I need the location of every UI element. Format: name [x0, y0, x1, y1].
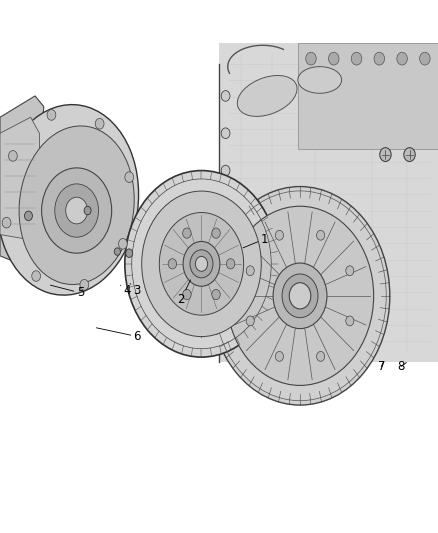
Circle shape [328, 52, 339, 65]
Polygon shape [298, 43, 438, 149]
Circle shape [42, 168, 112, 253]
Ellipse shape [0, 104, 138, 295]
Circle shape [221, 325, 230, 336]
Circle shape [80, 279, 89, 290]
Circle shape [84, 206, 91, 215]
Circle shape [183, 241, 220, 286]
Ellipse shape [237, 76, 297, 116]
Circle shape [380, 148, 391, 161]
Circle shape [306, 52, 316, 65]
Circle shape [55, 184, 99, 237]
Circle shape [420, 52, 430, 65]
Circle shape [246, 316, 254, 326]
Circle shape [351, 52, 362, 65]
Circle shape [346, 316, 354, 326]
Circle shape [183, 289, 191, 300]
Text: 4: 4 [120, 284, 131, 297]
Circle shape [190, 250, 213, 278]
Circle shape [212, 228, 220, 238]
Circle shape [66, 197, 88, 224]
Circle shape [317, 230, 325, 240]
Circle shape [32, 271, 40, 281]
Circle shape [397, 52, 407, 65]
Circle shape [210, 187, 390, 405]
Circle shape [221, 91, 230, 101]
Circle shape [125, 171, 278, 357]
Polygon shape [0, 96, 44, 266]
Circle shape [289, 282, 311, 309]
Text: 3: 3 [130, 284, 141, 297]
Text: 6: 6 [96, 328, 141, 343]
Circle shape [119, 239, 127, 249]
Text: 1: 1 [243, 232, 268, 248]
Circle shape [226, 259, 235, 269]
Circle shape [273, 263, 327, 328]
Polygon shape [0, 117, 39, 240]
Circle shape [125, 172, 134, 182]
Circle shape [346, 266, 354, 276]
Text: 2: 2 [177, 280, 191, 306]
Circle shape [114, 248, 120, 255]
Circle shape [159, 213, 244, 315]
Circle shape [47, 110, 56, 120]
Circle shape [246, 266, 254, 276]
Circle shape [282, 274, 318, 318]
Circle shape [221, 128, 230, 139]
Circle shape [126, 249, 133, 257]
Circle shape [226, 206, 374, 385]
Circle shape [276, 230, 283, 240]
Circle shape [25, 211, 32, 221]
Text: 7: 7 [378, 360, 385, 373]
Circle shape [8, 150, 17, 161]
Text: 5: 5 [50, 285, 84, 300]
Circle shape [168, 259, 177, 269]
Circle shape [221, 165, 230, 176]
Circle shape [221, 288, 230, 298]
Circle shape [404, 148, 415, 161]
Circle shape [195, 256, 208, 271]
Ellipse shape [298, 67, 342, 93]
Circle shape [221, 208, 230, 219]
Circle shape [183, 228, 191, 238]
Polygon shape [219, 43, 438, 362]
Text: 8: 8 [398, 360, 406, 373]
Circle shape [95, 118, 104, 129]
Circle shape [276, 351, 283, 361]
Circle shape [142, 191, 261, 337]
Circle shape [374, 52, 385, 65]
Circle shape [2, 217, 11, 228]
Circle shape [212, 289, 220, 300]
Ellipse shape [19, 126, 134, 285]
Circle shape [317, 351, 325, 361]
